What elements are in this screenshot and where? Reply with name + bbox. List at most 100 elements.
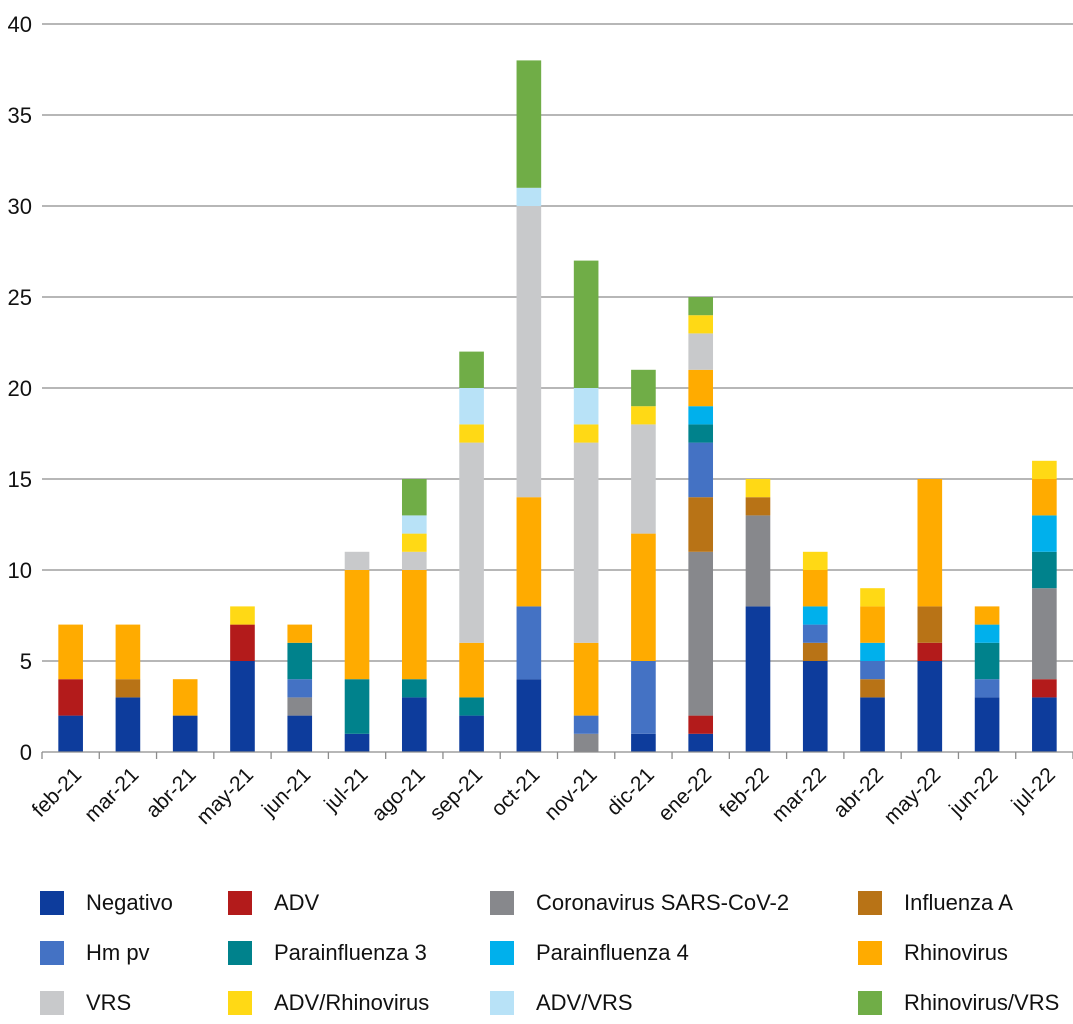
bar-segment-hm-pv — [573, 715, 599, 734]
bar-stack-may-21 — [230, 606, 255, 752]
x-tick-label: jul-21 — [319, 763, 372, 816]
x-tick-label: jun-22 — [944, 763, 1002, 821]
bar-segment-influenza-a — [802, 642, 828, 661]
bar-stack-feb-22 — [745, 479, 771, 752]
bar-segment-negativo — [974, 697, 1000, 752]
legend-swatch — [228, 991, 252, 1015]
legend-swatch — [858, 941, 882, 965]
bar-stack-mar-22 — [802, 551, 828, 752]
legend-swatch — [228, 891, 252, 915]
y-tick-label: 10 — [8, 558, 32, 583]
x-tick-label: jul-22 — [1007, 763, 1060, 816]
bar-stack-ene-22 — [688, 297, 714, 752]
bar-segment-parainfluenza-3 — [287, 642, 313, 680]
bar-segment-rhinovirus — [631, 533, 656, 661]
bar-segment-rhinovirus — [688, 369, 714, 407]
bar-segment-adv-rhinovirus — [573, 424, 599, 443]
y-tick-label: 20 — [8, 376, 32, 401]
legend-swatch — [858, 891, 882, 915]
bar-segment-rhinovirus — [1032, 479, 1057, 516]
bar-segment-influenza-a — [115, 679, 141, 698]
bar-stack-dic-21 — [631, 369, 656, 752]
bar-segment-rhinovirus — [287, 624, 313, 643]
y-tick-label: 35 — [8, 103, 32, 128]
x-tick-label: mar-21 — [80, 763, 143, 826]
bar-segment-negativo — [459, 715, 484, 752]
x-tick-label: sep-21 — [425, 763, 487, 825]
bar-segment-negativo — [631, 733, 656, 752]
legend-label: ADV — [274, 890, 320, 915]
bar-segment-adv-rhinovirus — [688, 315, 714, 334]
legend-label: Hm pv — [86, 940, 150, 965]
gridlines — [42, 23, 1073, 662]
y-tick-label: 5 — [20, 649, 32, 674]
y-tick-label: 0 — [20, 740, 32, 765]
y-tick-label: 25 — [8, 285, 32, 310]
legend: Negativo ADV Coronavirus SARS-CoV-2 Influen… — [0, 880, 1073, 1024]
legend-item: Hm pv — [40, 938, 150, 968]
bar-segment-rhinovirus-vrs — [401, 479, 427, 516]
bar-segment-negativo — [860, 697, 885, 752]
legend-item: ADV — [228, 888, 319, 918]
bar-segment-vrs — [516, 206, 542, 498]
bar-stack-feb-21 — [58, 624, 83, 752]
bar-segment-adv-rhinovirus — [401, 533, 427, 552]
bar-segment-parainfluenza-3 — [1032, 551, 1057, 589]
bar-segment-negativo — [1032, 697, 1057, 752]
legend-item: Parainfluenza 4 — [490, 938, 689, 968]
bar-segment-vrs — [688, 333, 714, 370]
legend-swatch — [228, 941, 252, 965]
x-axis — [41, 751, 1073, 759]
legend-swatch — [40, 941, 64, 965]
bar-segment-rhinovirus — [172, 679, 198, 716]
bar-stack-abr-21 — [172, 679, 198, 752]
bar-segment-rhinovirus-vrs — [516, 60, 542, 188]
legend-label: Parainfluenza 3 — [274, 940, 427, 965]
bar-segment-parainfluenza-4 — [1032, 515, 1057, 552]
bar-segment-hm-pv — [287, 679, 313, 698]
bar-segment-vrs — [573, 442, 599, 643]
legend-item: Rhinovirus/VRS — [858, 988, 1059, 1018]
bar-segment-rhinovirus — [516, 497, 542, 607]
bar-segment-hm-pv — [860, 661, 885, 680]
bar-stack-mar-21 — [115, 624, 141, 752]
bars — [58, 60, 1057, 752]
bar-segment-adv-rhinovirus — [230, 606, 255, 625]
bar-stack-jun-22 — [974, 606, 1000, 752]
legend-label: Parainfluenza 4 — [536, 940, 689, 965]
x-tick-label: may-22 — [880, 763, 946, 829]
bar-segment-coronavirus-sars-cov-2 — [745, 515, 771, 607]
x-tick-label: ene-22 — [654, 763, 717, 826]
y-axis-ticks: 0 5 10 15 20 25 30 35 40 — [8, 12, 32, 765]
x-tick-label: nov-21 — [540, 763, 602, 825]
legend-label: Influenza A — [904, 890, 1013, 915]
bar-segment-vrs — [631, 424, 656, 534]
bar-segment-parainfluenza-4 — [802, 606, 828, 625]
bar-segment-coronavirus-sars-cov-2 — [573, 733, 599, 752]
bar-segment-rhinovirus-vrs — [631, 369, 656, 407]
bar-segment-hm-pv — [516, 606, 542, 680]
legend-label: Rhinovirus — [904, 940, 1008, 965]
legend-item: Rhinovirus — [858, 938, 1008, 968]
bar-segment-negativo — [230, 661, 255, 752]
bar-segment-rhinovirus — [58, 624, 83, 680]
legend-label: Rhinovirus/VRS — [904, 990, 1060, 1015]
legend-item: ADV/VRS — [490, 988, 633, 1018]
bar-segment-adv — [58, 679, 83, 716]
legend-swatch — [40, 891, 64, 915]
bar-segment-negativo — [917, 661, 943, 752]
bar-segment-adv-vrs — [516, 187, 542, 206]
bar-segment-negativo — [58, 715, 83, 752]
bar-segment-adv — [1032, 679, 1057, 698]
legend-item: VRS — [40, 988, 131, 1018]
x-tick-label: may-21 — [192, 763, 258, 829]
bar-segment-hm-pv — [974, 679, 1000, 698]
legend-swatch — [40, 991, 64, 1015]
x-tick-label: jun-21 — [257, 763, 315, 821]
bar-segment-adv-rhinovirus — [802, 551, 828, 570]
bar-segment-adv — [230, 624, 255, 661]
bar-stack-ago-21 — [401, 479, 427, 752]
bar-segment-rhinovirus-vrs — [688, 297, 714, 316]
legend-item: Negativo — [40, 888, 173, 918]
bar-stack-abr-22 — [860, 588, 885, 752]
